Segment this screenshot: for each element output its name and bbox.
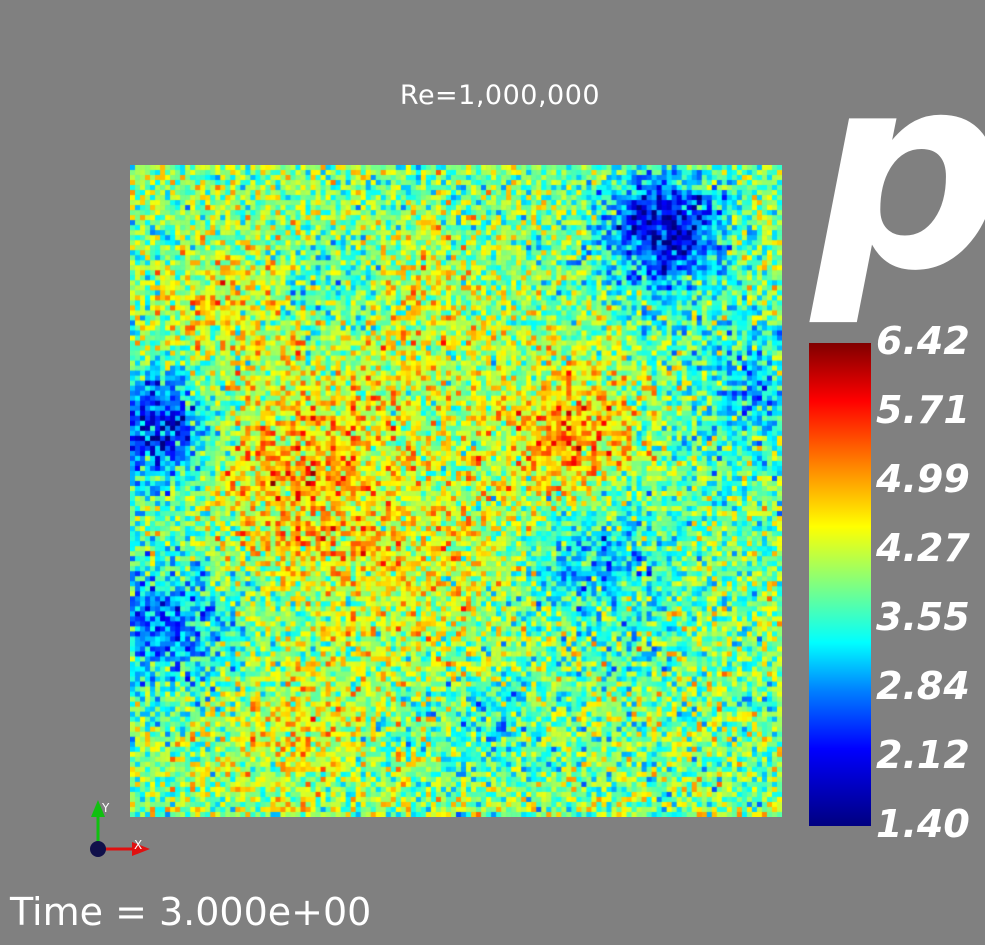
x-axis-label: X [134, 838, 142, 852]
variable-name-label: p [812, 38, 985, 308]
colorbar-tick-label: 4.27 [876, 526, 970, 570]
colorbar [809, 343, 871, 826]
colorbar-tick-label: 4.99 [876, 457, 970, 501]
y-axis-arrow-icon [91, 800, 105, 817]
axes-origin-icon [90, 841, 106, 857]
pressure-field-plot[interactable] [130, 165, 782, 817]
colorbar-tick-label: 3.55 [876, 595, 970, 639]
colorbar-tick-label: 5.71 [876, 388, 970, 432]
colorbar-tick-label: 2.12 [876, 733, 970, 777]
orientation-axes-triad: Y X [90, 800, 150, 857]
plot-title: Re=1,000,000 [399, 80, 601, 111]
colorbar-tick-label: 2.84 [876, 664, 970, 708]
y-axis-label: Y [101, 801, 110, 815]
time-annotation: Time = 3.000e+00 [10, 890, 372, 934]
colorbar-tick-label: 6.42 [876, 319, 970, 363]
x-axis-arrow-icon [132, 842, 150, 856]
colorbar-tick-label: 1.40 [876, 802, 970, 846]
